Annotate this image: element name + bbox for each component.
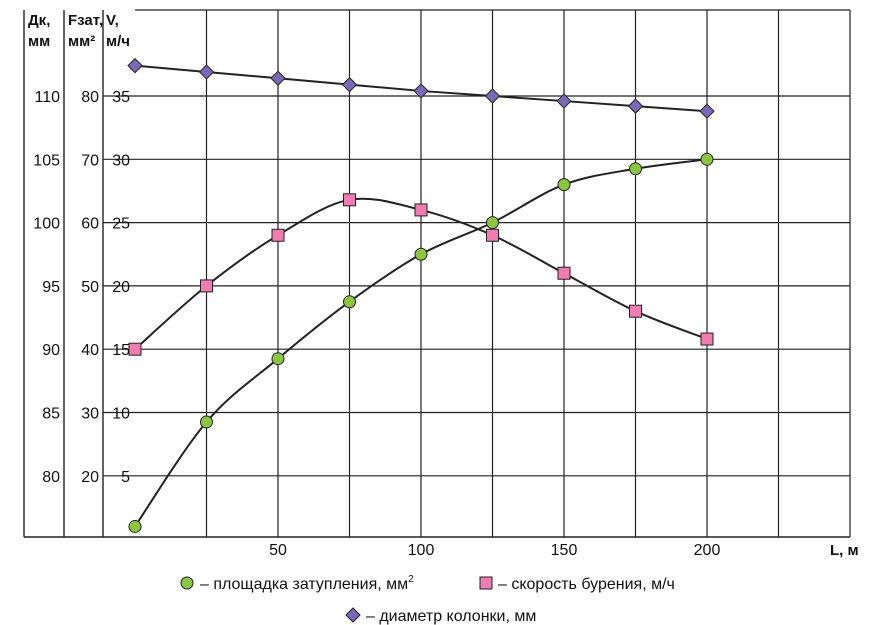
- axis-title-diameter-line2: мм: [28, 33, 50, 50]
- grid: [103, 10, 850, 537]
- axis-title-speed: V, м/ч: [106, 12, 130, 50]
- axis-title-area-line2: мм²: [68, 33, 95, 50]
- legend-label-speed: – скорость бурения, м/ч: [498, 576, 675, 593]
- diameter-point: [484, 88, 501, 104]
- axes: [23, 9, 851, 538]
- diameter-point: [341, 76, 358, 93]
- y-tick-label: 35: [112, 89, 130, 106]
- speed-point: [128, 342, 142, 356]
- axis-title-diameter: Дк, мм: [28, 12, 50, 50]
- area-point: [486, 216, 499, 230]
- y-tick-labels: 1101051009590858080706050403020353025201…: [33, 89, 130, 486]
- y-tick-label: 70: [81, 152, 99, 169]
- area-point: [343, 295, 356, 309]
- y-tick-label: 25: [112, 216, 130, 233]
- legend-circle-marker: [180, 576, 194, 590]
- y-tick-label: 15: [112, 342, 130, 359]
- legend: – площадка затупления, мм2 – скорость бу…: [180, 574, 675, 625]
- diameter-point: [198, 64, 215, 80]
- legend-square-marker: [479, 576, 493, 590]
- y-tick-label: 20: [112, 279, 130, 296]
- speed-point: [200, 279, 213, 293]
- y-tick-label: 85: [42, 406, 60, 423]
- area-point: [629, 162, 642, 176]
- diameter-point: [556, 93, 572, 109]
- y-tick-label: 80: [42, 469, 60, 486]
- speed-point: [271, 228, 285, 242]
- y-tick-label: 110: [34, 89, 60, 106]
- area-point: [557, 178, 571, 192]
- diameter-point: [127, 57, 143, 74]
- diameter-point: [413, 83, 429, 99]
- diameter-point: [270, 70, 286, 86]
- axis-title-area: Fзат, мм²: [68, 12, 103, 50]
- legend-label-area: – площадка затупления, мм2: [200, 574, 414, 593]
- x-tick-label: 150: [551, 542, 578, 559]
- series-markers: [127, 57, 715, 533]
- y-tick-label: 5: [121, 469, 130, 486]
- speed-point: [486, 228, 499, 242]
- y-tick-label: 40: [81, 342, 99, 359]
- axis-title-diameter-line1: Дк,: [28, 12, 50, 29]
- area-point: [271, 352, 285, 366]
- x-tick-label: 50: [269, 542, 287, 559]
- y-tick-label: 50: [81, 279, 99, 296]
- area-point: [128, 519, 142, 533]
- area-point: [414, 247, 428, 261]
- y-tick-label: 20: [81, 469, 99, 486]
- series-line-area: [134, 158, 708, 528]
- x-tick-label: 100: [408, 542, 435, 559]
- area-point: [200, 415, 213, 429]
- diameter-point: [699, 103, 715, 119]
- y-tick-label: 80: [81, 89, 99, 106]
- y-tick-label: 90: [42, 342, 60, 359]
- legend-label-diameter: – диаметр колонки, мм: [366, 608, 536, 625]
- y-tick-label: 100: [33, 216, 60, 233]
- x-tick-label: 200: [694, 542, 721, 559]
- y-tick-label: 105: [33, 152, 60, 169]
- y-tick-label: 30: [81, 406, 99, 423]
- axis-title-speed-line1: V,: [106, 12, 119, 29]
- axis-title-area-line1: Fзат,: [68, 12, 103, 29]
- speed-point: [414, 203, 428, 217]
- diameter-point: [627, 98, 644, 114]
- area-point: [700, 152, 714, 166]
- axis-title-speed-line2: м/ч: [106, 33, 130, 50]
- y-tick-label: 60: [81, 216, 99, 233]
- speed-point: [343, 193, 356, 207]
- legend-diamond-marker: [345, 607, 361, 623]
- x-tick-labels: 50 100 150 200: [269, 542, 720, 559]
- y-tick-label: 30: [112, 152, 130, 169]
- speed-point: [629, 304, 642, 318]
- y-tick-label: 10: [112, 406, 130, 423]
- speed-point: [557, 266, 571, 280]
- speed-point: [700, 332, 714, 346]
- y-tick-label: 95: [42, 279, 60, 296]
- x-axis-label: L, м: [830, 542, 859, 559]
